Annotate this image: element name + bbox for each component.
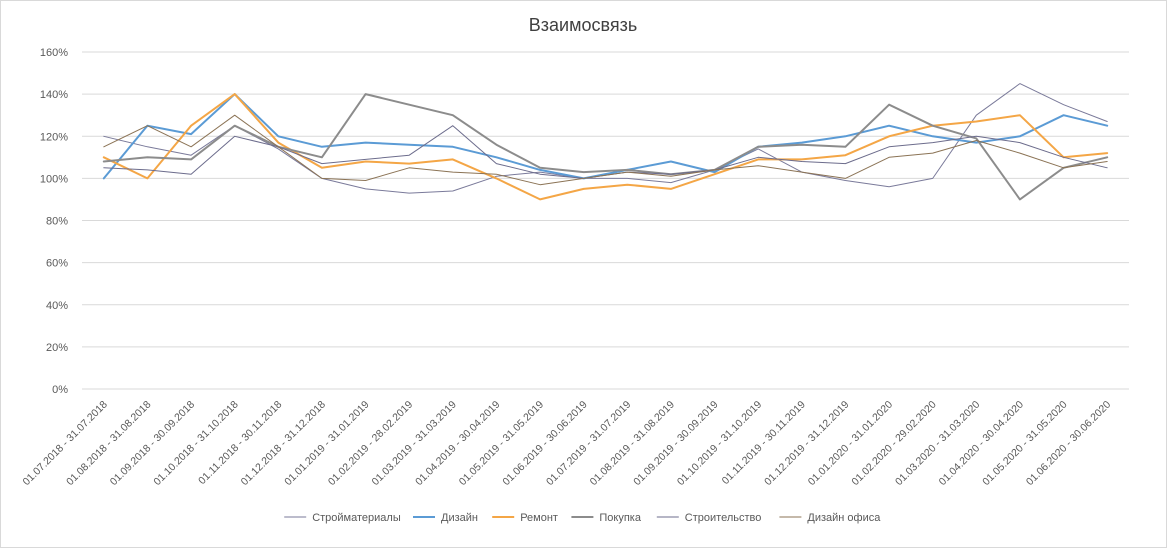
chart-title: Взаимосвязь (529, 15, 637, 35)
x-tick-label: 01.05.2019 - 31.05.2019 (457, 399, 547, 489)
y-tick-label: 120% (40, 131, 68, 143)
legend-label: Дизайн (441, 512, 478, 524)
series-line-4 (102, 93, 1109, 201)
y-tick-label: 140% (40, 89, 68, 101)
legend-item-6: Дизайн офиса (779, 512, 881, 524)
x-tick-label: 01.01.2019 - 31.01.2019 (282, 399, 372, 489)
x-tick-label: 01.08.2019 - 31.08.2019 (588, 399, 678, 489)
y-tick-label: 40% (46, 300, 68, 312)
y-tick-label: 20% (46, 342, 68, 354)
x-tick-label: 01.02.2020 - 29.02.2020 (849, 399, 939, 489)
x-tick-label: 01.12.2018 - 31.12.2018 (239, 399, 329, 489)
legend-label: Ремонт (520, 512, 558, 524)
series-line-6 (103, 114, 1108, 186)
legend-item-4: Покупка (571, 512, 642, 524)
y-tick-label: 0% (52, 384, 68, 396)
series-layer (102, 83, 1109, 201)
legend-label: Покупка (599, 512, 641, 524)
x-tick-label: 01.03.2020 - 31.03.2020 (893, 399, 983, 489)
legend-item-5: Строительство (656, 512, 762, 524)
x-tick-label: 01.02.2019 - 28.02.2019 (326, 399, 416, 489)
x-tick-label: 01.10.2018 - 31.10.2018 (151, 399, 241, 489)
legend-label: Стройматериалы (312, 512, 401, 524)
x-tick-label: 01.11.2019 - 30.11.2019 (720, 399, 808, 487)
x-tick-label: 01.04.2019 - 30.04.2019 (413, 399, 503, 489)
x-tick-label: 01.11.2018 - 30.11.2018 (196, 399, 284, 487)
series-line-2 (102, 93, 1109, 180)
series-line-1 (103, 83, 1108, 194)
x-tick-label: 01.09.2018 - 30.09.2018 (108, 399, 198, 489)
x-tick-label: 01.05.2020 - 31.05.2020 (980, 399, 1070, 489)
y-tick-label: 60% (46, 258, 68, 270)
legend-item-2: Дизайн (413, 512, 478, 524)
y-tick-label: 160% (40, 47, 68, 59)
x-tick-label: 01.12.2019 - 31.12.2019 (762, 399, 852, 489)
x-tick-label: 01.07.2018 - 31.07.2018 (21, 399, 111, 489)
x-tick-label: 01.03.2019 - 31.03.2019 (370, 399, 460, 489)
x-tick-label: 01.07.2019 - 31.07.2019 (544, 399, 634, 489)
y-axis-ticks: 0% 20% 40% 60% 80% 100% 120% 140% 160% (40, 47, 68, 396)
x-tick-label: 01.04.2020 - 30.04.2020 (937, 399, 1027, 489)
x-tick-label: 01.08.2018 - 31.08.2018 (64, 399, 154, 489)
legend-label: Дизайн офиса (807, 512, 881, 524)
y-tick-label: 80% (46, 216, 68, 228)
legend: Стройматериалы Дизайн Ремонт Покупка Строите… (284, 512, 881, 524)
legend-item-3: Ремонт (492, 512, 558, 524)
y-tick-label: 100% (40, 173, 68, 185)
x-tick-label: 01.01.2020 - 31.01.2020 (806, 399, 896, 489)
grid-layer (82, 51, 1129, 390)
x-tick-label: 01.10.2019 - 31.10.2019 (675, 399, 765, 489)
x-tick-label: 01.06.2019 - 30.06.2019 (500, 399, 590, 489)
x-tick-label: 01.09.2019 - 30.09.2019 (631, 399, 721, 489)
legend-item-1: Стройматериалы (284, 512, 401, 524)
series-line-3 (102, 93, 1109, 201)
x-tick-label: 01.06.2020 - 30.06.2020 (1024, 399, 1114, 489)
legend-label: Строительство (685, 512, 762, 524)
